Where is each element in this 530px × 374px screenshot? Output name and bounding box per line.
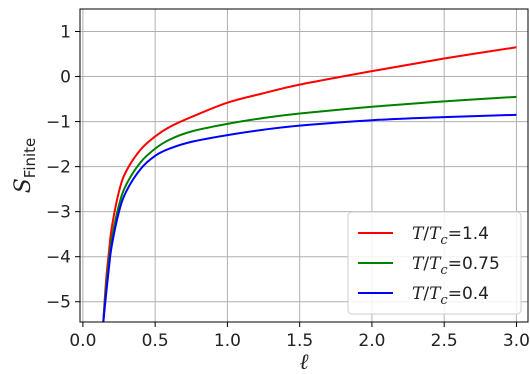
y-tick-label: −3 [46,203,71,223]
legend-label-var: T [412,284,425,304]
legend-label-value: =1.4 [448,224,489,244]
x-axis-label: ℓ [299,350,309,374]
grid-lines [80,9,528,322]
legend-label: T/Tc=1.4 [412,224,489,248]
legend-label-var: T [412,254,425,274]
y-tick-label: −1 [46,113,71,133]
y-axis-label-subscript: Finite [21,138,39,179]
legend-label-sub: c [440,293,448,308]
plot-frame [79,8,529,323]
series-line-1 [102,46,517,322]
legend-label-sub: c [440,263,448,278]
y-tick-label: −5 [46,293,71,313]
y-tick-label: 1 [60,23,71,43]
y-axis-label: SFinite [11,138,39,194]
axis-ticks: 0.0 0.5 1.0 1.5 2.0 2.5 3.0 1 0 −1 −2 −3 −4 −5 [46,23,530,351]
x-tick-label: 0.5 [142,331,169,351]
legend-label-sub: c [440,233,448,248]
series-lines [102,46,517,322]
y-tick-label: −4 [46,248,71,268]
legend-label-slash: / [423,254,429,274]
x-tick-label: 1.0 [214,331,241,351]
series-line-3 [102,113,517,322]
legend-label-var2: T [429,254,442,274]
x-tick-label: 2.0 [358,331,385,351]
legend: T/Tc=1.4T/Tc=0.75T/Tc=0.4 [347,211,522,315]
x-tick-label: 3.0 [503,331,530,351]
y-tick-label: −2 [46,158,71,178]
x-tick-label: 1.5 [286,331,313,351]
legend-label: T/Tc=0.75 [412,254,500,278]
legend-label-slash: / [423,224,429,244]
legend-label-value: =0.4 [448,284,489,304]
y-tick-label: 0 [60,68,71,88]
x-tick-label: 2.5 [431,331,458,351]
axis-labels: ℓ SFinite [11,138,309,374]
x-tick-label: 0.0 [69,331,96,351]
legend-label-var2: T [429,284,442,304]
legend-label: T/Tc=0.4 [412,284,489,308]
y-axis-label-main: S [11,178,36,193]
legend-label-slash: / [423,284,429,304]
legend-box [347,211,522,315]
legend-label-value: =0.75 [448,254,500,274]
legend-label-var: T [412,224,425,244]
legend-label-var2: T [429,224,442,244]
